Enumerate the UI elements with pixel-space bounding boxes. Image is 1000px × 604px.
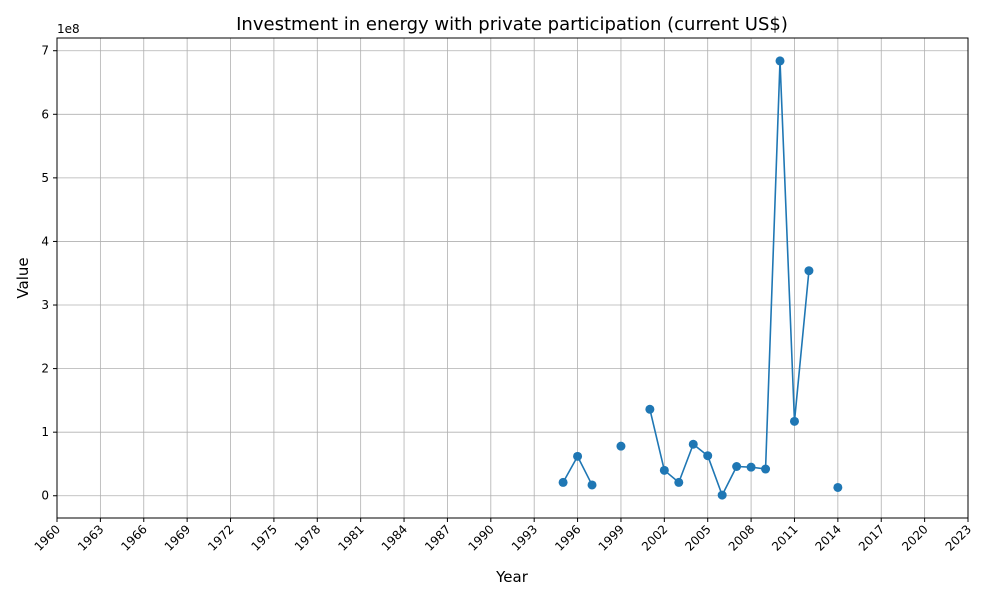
y-tick-label: 3 (41, 298, 49, 312)
x-tick-label: 1969 (162, 522, 193, 553)
y-axis-label: Value (14, 257, 32, 298)
x-axis-ticks: 1960 1963 1966 1969 1972 1975 1978 1981 1984 1987… (32, 518, 974, 554)
y-tick-label: 7 (41, 44, 49, 58)
data-point (688, 439, 698, 449)
x-tick-label: 1978 (292, 522, 323, 553)
y-tick-label: 4 (41, 234, 49, 248)
data-point (833, 482, 843, 492)
y-axis-offset-label: 1e8 (57, 22, 80, 36)
y-tick-label: 1 (41, 425, 49, 439)
x-tick-label: 2017 (856, 522, 887, 553)
x-tick-label: 1960 (32, 522, 63, 553)
x-tick-label: 2011 (769, 522, 800, 553)
data-point (558, 477, 568, 487)
data-point (775, 56, 785, 66)
x-tick-label: 1972 (205, 522, 236, 553)
x-tick-label: 1984 (379, 522, 410, 553)
data-point (804, 266, 814, 276)
x-tick-label: 1966 (118, 522, 149, 553)
x-tick-label: 2014 (812, 522, 843, 553)
x-tick-label: 1996 (552, 522, 583, 553)
data-point (789, 416, 799, 426)
x-tick-label: 1990 (465, 522, 496, 553)
x-tick-label: 1993 (509, 522, 540, 553)
data-point (645, 404, 655, 414)
data-point (674, 477, 684, 487)
x-tick-label: 2005 (682, 522, 713, 553)
data-point (746, 462, 756, 472)
series-line (649, 60, 810, 496)
data-point (703, 451, 713, 461)
series-layer (558, 56, 843, 500)
x-tick-label: 1987 (422, 522, 453, 553)
x-tick-label: 2008 (726, 522, 757, 553)
y-tick-label: 6 (41, 107, 49, 121)
x-axis-label: Year (495, 568, 529, 586)
x-tick-label: 2020 (899, 522, 930, 553)
data-point (717, 490, 727, 500)
y-tick-label: 5 (41, 171, 49, 185)
data-point (616, 441, 626, 451)
x-tick-label: 1975 (249, 522, 280, 553)
x-tick-label: 2002 (639, 522, 670, 553)
data-point (573, 451, 583, 461)
data-point (761, 464, 771, 474)
x-tick-label: 1999 (596, 522, 627, 553)
data-point (659, 465, 669, 475)
x-tick-label: 2023 (943, 522, 974, 553)
y-axis-ticks: 0 1 2 3 4 5 6 7 (41, 44, 57, 503)
data-point (587, 480, 597, 490)
y-tick-label: 2 (41, 362, 49, 376)
data-point (732, 462, 742, 472)
plot-area-frame (56, 37, 969, 519)
grid (56, 38, 969, 518)
chart-title: Investment in energy with private partic… (236, 14, 788, 35)
x-tick-label: 1981 (335, 522, 366, 553)
y-tick-label: 0 (41, 489, 49, 503)
x-tick-label: 1963 (75, 522, 106, 553)
